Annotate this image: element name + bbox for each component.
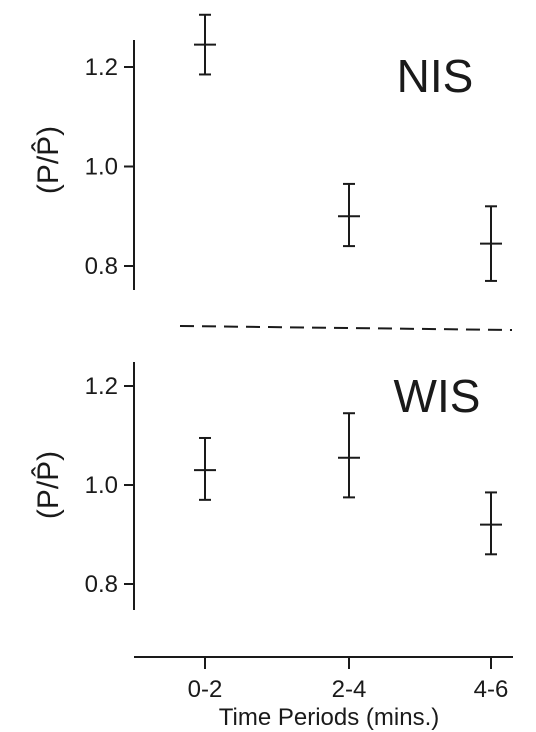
panel-nis: NIS (P/P̂) 0.8 1.0 1.2 xyxy=(32,13,502,290)
y-axis-label-bottom: (P/P̂) xyxy=(32,451,65,519)
y-tick-label: 1.2 xyxy=(85,373,118,400)
panel-separator-dashed xyxy=(179,325,513,331)
x-tick-label: 2-4 xyxy=(332,676,367,703)
data-point xyxy=(338,412,360,499)
data-point xyxy=(480,491,502,556)
y-axis-label-top: (P/P̂) xyxy=(32,126,65,194)
data-point xyxy=(194,13,216,76)
x-axis: Time Periods (mins.) 0-2 2-4 4-6 xyxy=(134,656,513,731)
y-tick-label: 1.0 xyxy=(85,472,118,499)
y-tick-label: 1.2 xyxy=(85,54,118,81)
panel-title-wis: WIS xyxy=(394,370,481,422)
data-point xyxy=(338,182,360,248)
data-point xyxy=(480,205,502,282)
x-axis-label: Time Periods (mins.) xyxy=(219,704,439,731)
y-tick-label: 0.8 xyxy=(85,571,118,598)
data-point xyxy=(194,436,216,501)
x-tick-label: 4-6 xyxy=(474,676,509,703)
panel-title-nis: NIS xyxy=(397,50,474,102)
x-tick-label: 0-2 xyxy=(188,676,223,703)
y-tick-label: 1.0 xyxy=(85,154,118,181)
panel-wis: WIS (P/P̂) 0.8 1.0 1.2 xyxy=(32,362,502,610)
y-tick-label: 0.8 xyxy=(85,253,118,280)
